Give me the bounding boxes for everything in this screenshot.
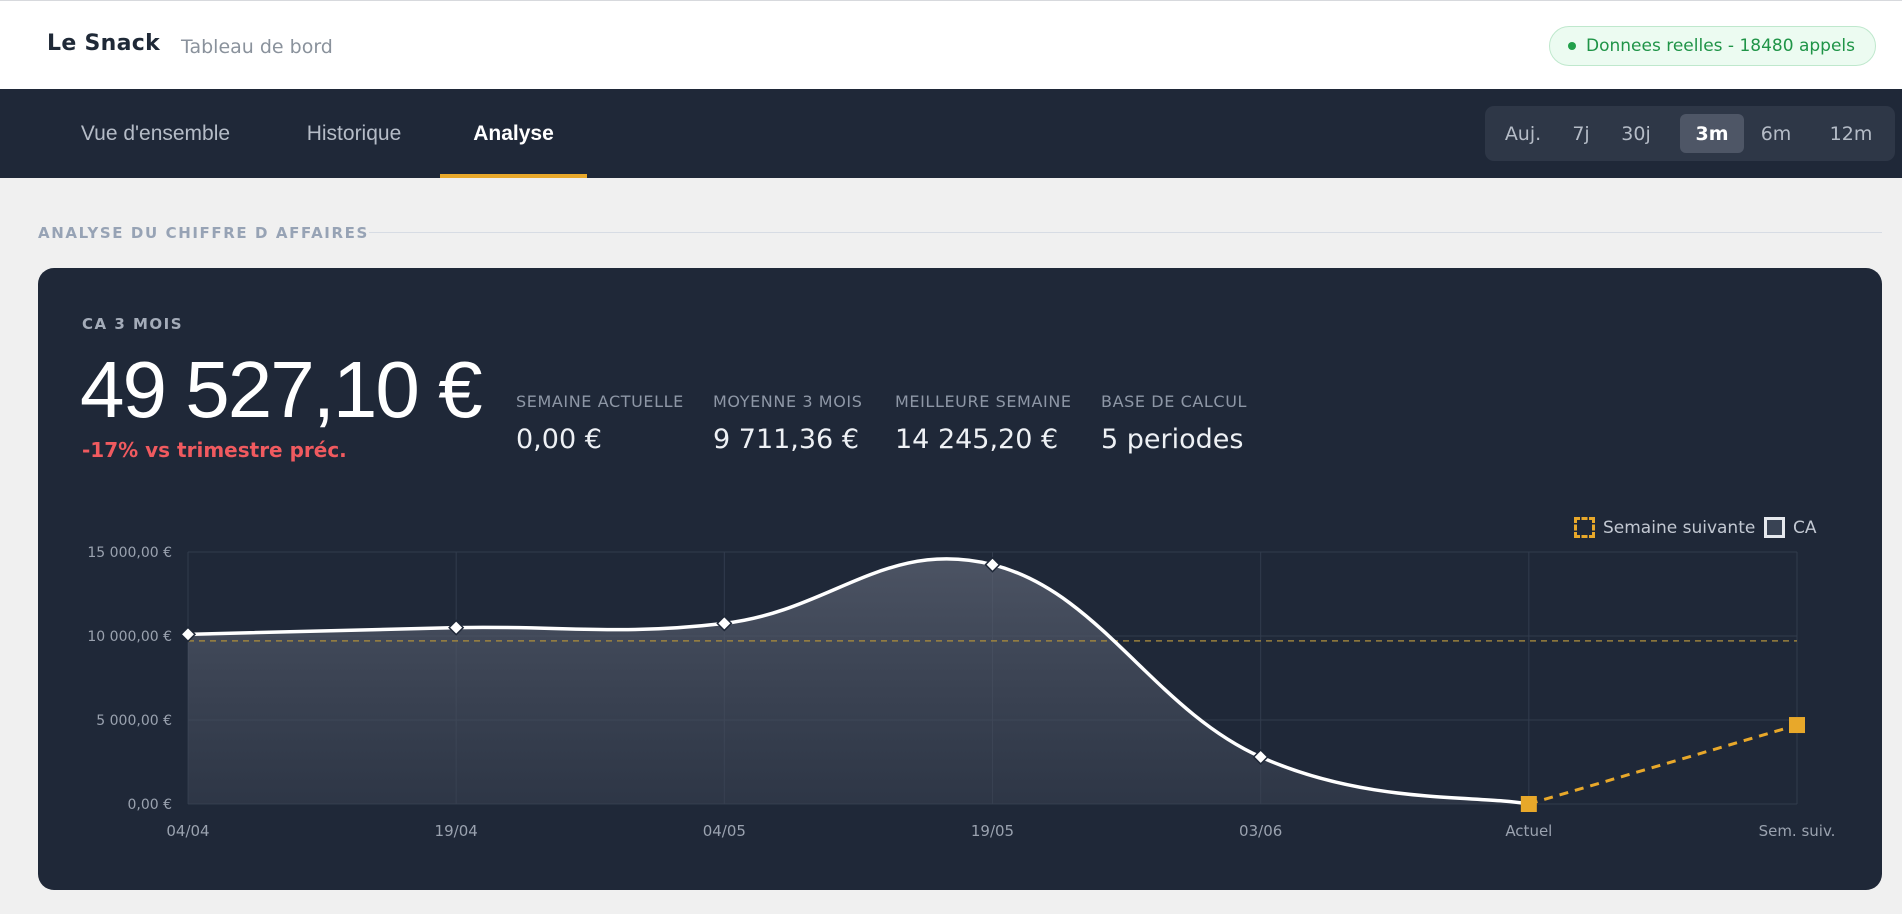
active-tab-indicator bbox=[440, 174, 587, 178]
data-status-badge: Donnees reelles - 18480 appels bbox=[1549, 26, 1876, 66]
legend-item-next-week[interactable]: Semaine suivante bbox=[1574, 517, 1755, 538]
kpi-value: 9 711,36 € bbox=[713, 424, 859, 455]
range-7d-button[interactable]: 7j bbox=[1572, 122, 1590, 145]
ca-area-fill bbox=[188, 558, 1529, 804]
range-30d-button[interactable]: 30j bbox=[1621, 122, 1651, 145]
tab-overview[interactable]: Vue d'ensemble bbox=[80, 121, 231, 145]
kpi-average: MOYENNE 3 MOIS 9 711,36 € bbox=[713, 392, 862, 455]
kpi-delta: -17% vs trimestre préc. bbox=[82, 438, 347, 462]
status-dot-icon bbox=[1568, 42, 1577, 50]
kpi-value: 14 245,20 € bbox=[895, 424, 1059, 455]
legend-label: CA bbox=[1793, 517, 1817, 538]
brand-title: Le Snack bbox=[47, 31, 161, 56]
kpi-main-value: 49 527,10 € bbox=[80, 345, 483, 434]
legend-dashed-swatch-icon bbox=[1574, 517, 1595, 538]
status-text: Donnees reelles - 18480 appels bbox=[1586, 36, 1855, 56]
ca-point-marker bbox=[179, 626, 197, 643]
x-tick-label: 03/06 bbox=[1239, 822, 1282, 840]
kpi-calc-base: BASE DE CALCUL 5 periodes bbox=[1101, 392, 1247, 455]
range-3m-button[interactable]: 3m bbox=[1680, 114, 1744, 153]
x-tick-label: 19/05 bbox=[971, 822, 1014, 840]
range-12m-button[interactable]: 12m bbox=[1829, 122, 1873, 145]
kpi-label: SEMAINE ACTUELLE bbox=[516, 392, 684, 411]
y-tick-label: 0,00 € bbox=[127, 797, 172, 813]
x-tick-label: 04/05 bbox=[703, 822, 746, 840]
ca-point-marker bbox=[716, 615, 733, 632]
tab-history[interactable]: Historique bbox=[306, 121, 402, 145]
top-header: Le Snack Tableau de bord Donnees reelles… bbox=[0, 0, 1902, 89]
kpi-label: MEILLEURE SEMAINE bbox=[895, 392, 1072, 411]
kpi-main-label: CA 3 MOIS bbox=[82, 315, 184, 333]
section-title: ANALYSE DU CHIFFRE D AFFAIRES bbox=[38, 224, 369, 242]
y-tick-label: 10 000,00 € bbox=[87, 629, 172, 645]
kpi-label: BASE DE CALCUL bbox=[1101, 392, 1248, 411]
x-tick-label: Sem. suiv. bbox=[1759, 822, 1836, 840]
x-tick-label: Actuel bbox=[1505, 822, 1552, 840]
ca-point-marker bbox=[1252, 748, 1269, 766]
tab-analysis[interactable]: Analyse bbox=[440, 89, 587, 178]
legend-solid-swatch-icon bbox=[1764, 517, 1785, 538]
y-tick-label: 15 000,00 € bbox=[87, 545, 172, 561]
x-tick-label: 19/04 bbox=[435, 822, 478, 840]
ca-series-line bbox=[187, 557, 1530, 806]
legend-item-ca[interactable]: CA bbox=[1764, 517, 1817, 538]
tab-analysis-label: Analyse bbox=[473, 121, 554, 145]
kpi-value: 5 periodes bbox=[1101, 424, 1244, 455]
section-divider bbox=[369, 232, 1882, 233]
period-selector: Auj. 7j 30j 3m 6m 12m bbox=[1485, 106, 1895, 161]
forecast-point-marker bbox=[1520, 796, 1537, 812]
main-nav: Vue d'ensemble Historique Analyse Auj. 7… bbox=[0, 89, 1902, 178]
kpi-value: 0,00 € bbox=[516, 424, 602, 455]
forecast-series-line bbox=[1528, 723, 1798, 806]
revenue-analysis-card: CA 3 MOIS 49 527,10 € -17% vs trimestre … bbox=[38, 268, 1882, 890]
kpi-current-week: SEMAINE ACTUELLE 0,00 € bbox=[516, 392, 684, 455]
forecast-point-marker bbox=[1789, 717, 1805, 734]
revenue-line-chart: 0,00 € 5 000,00 € 10 000,00 € 15 000,00 € 04… bbox=[87, 545, 1836, 840]
y-tick-label: 5 000,00 € bbox=[96, 713, 172, 729]
kpi-best-week: MEILLEURE SEMAINE 14 245,20 € bbox=[895, 392, 1072, 455]
ca-point-marker bbox=[984, 556, 1001, 573]
legend-label: Semaine suivante bbox=[1603, 517, 1756, 538]
x-tick-label: 04/04 bbox=[166, 822, 209, 840]
range-6m-button[interactable]: 6m bbox=[1760, 122, 1792, 145]
ca-point-marker bbox=[448, 619, 465, 636]
page-subtitle: Tableau de bord bbox=[181, 36, 333, 58]
range-today-button[interactable]: Auj. bbox=[1504, 122, 1542, 145]
kpi-label: MOYENNE 3 MOIS bbox=[713, 392, 863, 411]
